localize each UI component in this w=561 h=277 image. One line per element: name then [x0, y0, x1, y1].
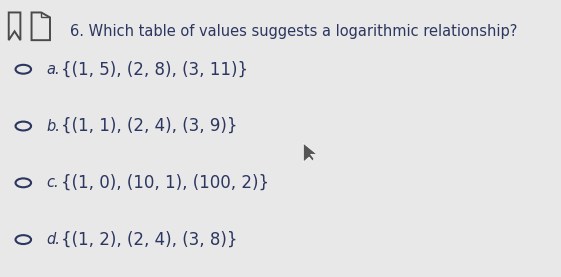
- Text: d.: d.: [46, 232, 60, 247]
- Text: {(1, 5), (2, 8), (3, 11)}: {(1, 5), (2, 8), (3, 11)}: [61, 60, 248, 78]
- Text: {(1, 1), (2, 4), (3, 9)}: {(1, 1), (2, 4), (3, 9)}: [61, 117, 237, 135]
- Text: b.: b.: [46, 119, 60, 134]
- Text: 6. Which table of values suggests a logarithmic relationship?: 6. Which table of values suggests a loga…: [70, 24, 518, 39]
- Text: {(1, 0), (10, 1), (100, 2)}: {(1, 0), (10, 1), (100, 2)}: [61, 174, 269, 192]
- Text: {(1, 2), (2, 4), (3, 8)}: {(1, 2), (2, 4), (3, 8)}: [61, 231, 237, 248]
- Polygon shape: [304, 143, 317, 162]
- Text: c.: c.: [46, 175, 59, 190]
- Text: a.: a.: [46, 62, 59, 77]
